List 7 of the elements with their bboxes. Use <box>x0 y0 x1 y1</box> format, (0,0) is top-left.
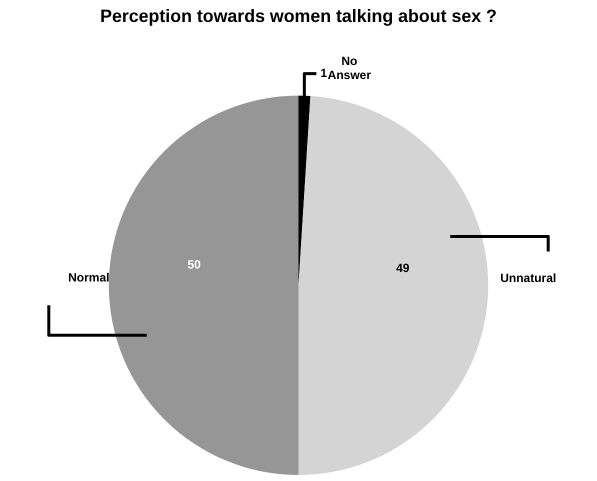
data-label: 1 <box>320 66 328 80</box>
chart-title: Perception towards women talking about sex ? <box>100 6 497 26</box>
slice-label: Unnatural <box>500 270 556 285</box>
slice-label: No Answer <box>328 54 372 82</box>
data-label: 50 <box>187 258 202 272</box>
slice-label: Normal <box>68 270 110 285</box>
data-label: 49 <box>396 260 410 275</box>
